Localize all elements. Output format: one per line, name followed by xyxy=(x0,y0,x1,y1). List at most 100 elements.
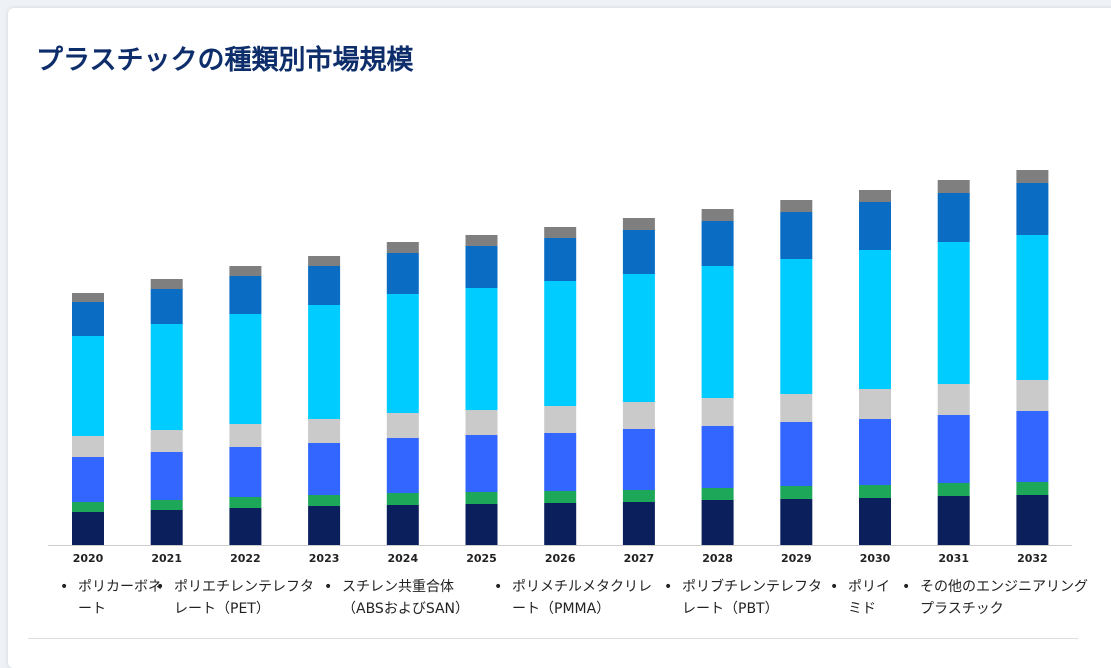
legend-item: ポリブチレンテレフタレート（PBT） xyxy=(660,576,832,620)
bar-segment xyxy=(780,486,813,499)
bar-segment xyxy=(1016,170,1049,183)
bar-segment xyxy=(386,413,419,438)
bar-segment xyxy=(465,288,498,410)
bar-segment xyxy=(544,406,577,433)
bar-segment xyxy=(150,324,183,430)
bar-segment xyxy=(622,218,655,230)
x-tick-label: 2029 xyxy=(781,552,812,565)
bar-segment xyxy=(859,389,891,419)
x-tick-label: 2027 xyxy=(624,552,655,565)
bar-segment xyxy=(150,279,183,289)
bar-segment xyxy=(386,253,419,294)
bar-segment xyxy=(308,419,341,443)
chart-title: プラスチックの種類別市場規模 xyxy=(36,45,414,76)
bar-segment xyxy=(937,193,970,242)
bar-segment xyxy=(701,266,734,398)
bar-segment xyxy=(937,384,970,415)
bar-segment xyxy=(1016,411,1049,482)
bar-segment xyxy=(859,498,891,545)
bar-segment xyxy=(150,452,183,500)
page: {"chart_data": {"type": "stacked_bar", "… xyxy=(0,0,1111,654)
bar-segment xyxy=(229,266,262,276)
bar-segment xyxy=(701,500,734,545)
bar-segment xyxy=(72,336,104,436)
x-tick-label: 2026 xyxy=(545,552,576,565)
bar-segment xyxy=(465,246,498,288)
bar-segment xyxy=(544,433,577,491)
bar-segment xyxy=(229,276,262,314)
x-tick-label: 2021 xyxy=(151,552,182,565)
bar-segment xyxy=(72,302,104,336)
bar-segment xyxy=(701,488,734,500)
bar-segment xyxy=(937,180,970,193)
legend-item: ポリイミド xyxy=(826,576,898,620)
bar-segment xyxy=(622,502,655,545)
bar-segment xyxy=(937,496,970,545)
bar-segment xyxy=(937,415,970,483)
bar-segment xyxy=(859,485,891,498)
bar-segment xyxy=(72,457,104,502)
bar-segment xyxy=(1016,380,1049,411)
bar-segment xyxy=(72,436,104,457)
bar-segment xyxy=(544,227,577,238)
bar-segment xyxy=(465,235,498,246)
x-tick-label: 2024 xyxy=(387,552,418,565)
bar-segment xyxy=(150,510,183,545)
bar-segment xyxy=(701,426,734,488)
bar-segment xyxy=(1016,482,1049,495)
x-tick-label: 2022 xyxy=(230,552,261,565)
bar-segment xyxy=(465,492,498,504)
bar-segment xyxy=(308,256,341,266)
bar-segment xyxy=(465,410,498,435)
legend: ポリカーボネートポリエチレンテレフタレート（PET）スチレン共重合体（ABSおよ… xyxy=(0,576,1100,636)
bar-segment xyxy=(229,508,262,545)
bar-segment xyxy=(701,209,734,221)
bar-segment xyxy=(229,314,262,424)
x-tick-label: 2025 xyxy=(466,552,497,565)
bar-segment xyxy=(701,398,734,426)
bar-segment xyxy=(308,266,341,305)
x-tick-label: 2028 xyxy=(702,552,733,565)
bar-segment xyxy=(308,495,341,506)
bar-segment xyxy=(308,443,341,495)
x-tick-label: 2023 xyxy=(309,552,340,565)
bar-segment xyxy=(780,499,813,545)
bar-segment xyxy=(150,289,183,324)
bar-segment xyxy=(229,424,262,447)
bar-segment xyxy=(229,447,262,497)
bar-segment xyxy=(308,506,341,545)
bar-segment xyxy=(386,294,419,413)
bar-segment xyxy=(1016,235,1049,380)
legend-item: その他のエンジニアリングプラスチック xyxy=(898,576,1090,620)
bar-segment xyxy=(622,230,655,274)
bar-segment xyxy=(544,281,577,406)
bar-segment xyxy=(386,493,419,505)
divider xyxy=(28,638,1078,639)
bar-segment xyxy=(622,274,655,402)
bar-segment xyxy=(72,512,104,545)
bar-segment xyxy=(150,500,183,510)
bar-segment xyxy=(780,212,813,259)
bar-segment xyxy=(937,242,970,384)
legend-item: ポリエチレンテレフタレート（PET） xyxy=(152,576,324,620)
legend-item: ポリメチルメタクリレート（PMMA） xyxy=(490,576,662,620)
bar-segment xyxy=(701,221,734,266)
bar-segment xyxy=(937,483,970,496)
x-tick-label: 2032 xyxy=(1017,552,1048,565)
bar-segment xyxy=(72,293,104,302)
bar-segment xyxy=(859,202,891,250)
chart: 2020 2021 2022 2023 2024 2025 2026 2027 2028 2029… xyxy=(48,170,1072,565)
bar-segment xyxy=(544,491,577,503)
bar-segment xyxy=(465,504,498,545)
bar-segment xyxy=(386,438,419,493)
bar-segment xyxy=(308,305,341,419)
bar-segment xyxy=(229,497,262,508)
bar-segment xyxy=(622,490,655,502)
x-tick-label: 2030 xyxy=(860,552,891,565)
bar-segment xyxy=(544,238,577,281)
bar-segment xyxy=(622,429,655,490)
x-tick-label: 2020 xyxy=(73,552,104,565)
x-tick-label: 2031 xyxy=(938,552,969,565)
bar-segment xyxy=(1016,183,1049,235)
bar-segment xyxy=(465,435,498,492)
